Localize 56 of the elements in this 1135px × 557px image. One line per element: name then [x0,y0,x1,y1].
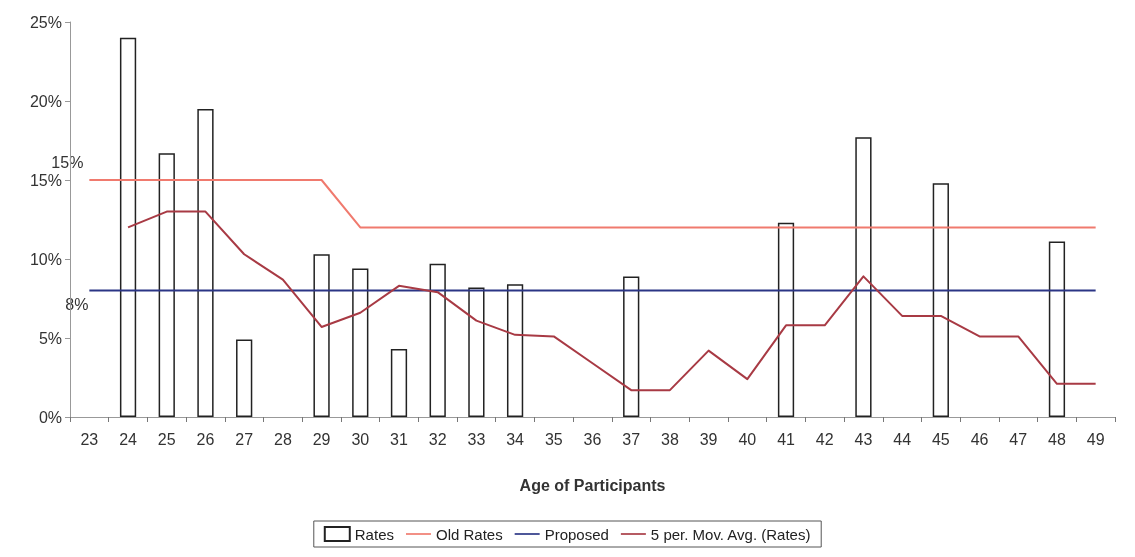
x-tick-label: 32 [428,430,447,448]
y-tick-label: 5% [38,329,62,347]
bar [352,268,369,417]
bar [506,284,524,417]
bar [777,222,795,417]
x-tick-label: 48 [1048,430,1066,448]
x-tick-label: 24 [119,430,138,448]
x-tick-label: 34 [506,430,525,448]
legend-label: Proposed [544,525,609,543]
bar [158,153,175,417]
y-tick-label: 10% [29,250,62,268]
x-tick-label: 30 [351,430,370,448]
x-tick-label: 39 [699,430,718,448]
x-tick-label: 45 [931,430,950,448]
bar [390,349,408,417]
x-tick-label: 38 [661,430,679,448]
x-tick-label: 43 [854,430,873,448]
bar [313,254,330,417]
x-tick-label: 25 [157,430,176,448]
bar [236,339,253,417]
annotation: 8% [65,296,89,314]
x-tick-label: 28 [273,430,292,448]
y-tick-label: 15% [29,171,62,189]
legend-label: Old Rates [435,525,503,543]
bar [429,263,446,417]
legend-label: 5 per. Mov. Avg. (Rates) [650,525,811,543]
x-tick-label: 27 [235,430,254,448]
x-axis-title: Age of Participants [519,476,666,494]
bar [119,37,137,417]
x-tick-label: 42 [815,430,834,448]
bar [197,108,214,417]
x-tick-label: 35 [544,430,563,448]
x-tick-label: 37 [622,430,641,448]
bar [932,183,949,417]
x-tick-label: 40 [738,430,757,448]
x-tick-label: 41 [777,430,796,448]
x-tick-label: 49 [1086,430,1105,448]
x-tick-label: 36 [583,430,602,448]
y-tick-label: 0% [38,408,62,426]
x-tick-label: 31 [390,430,408,448]
x-tick-label: 26 [196,430,215,448]
annotation: 15% [51,153,84,171]
x-tick-label: 46 [970,430,989,448]
x-tick-label: 29 [312,430,331,448]
x-tick-label: 33 [467,430,486,448]
line-series [127,210,1097,392]
bar [623,276,640,417]
bar [1048,241,1066,417]
x-tick-label: 47 [1009,430,1028,448]
y-tick-label: 20% [29,92,62,110]
x-tick-label: 44 [893,430,912,448]
legend-label: Rates [354,525,394,543]
y-tick-label: 25% [29,13,62,31]
bar [855,137,872,417]
x-tick-label: 23 [80,430,99,448]
bar [468,287,485,417]
